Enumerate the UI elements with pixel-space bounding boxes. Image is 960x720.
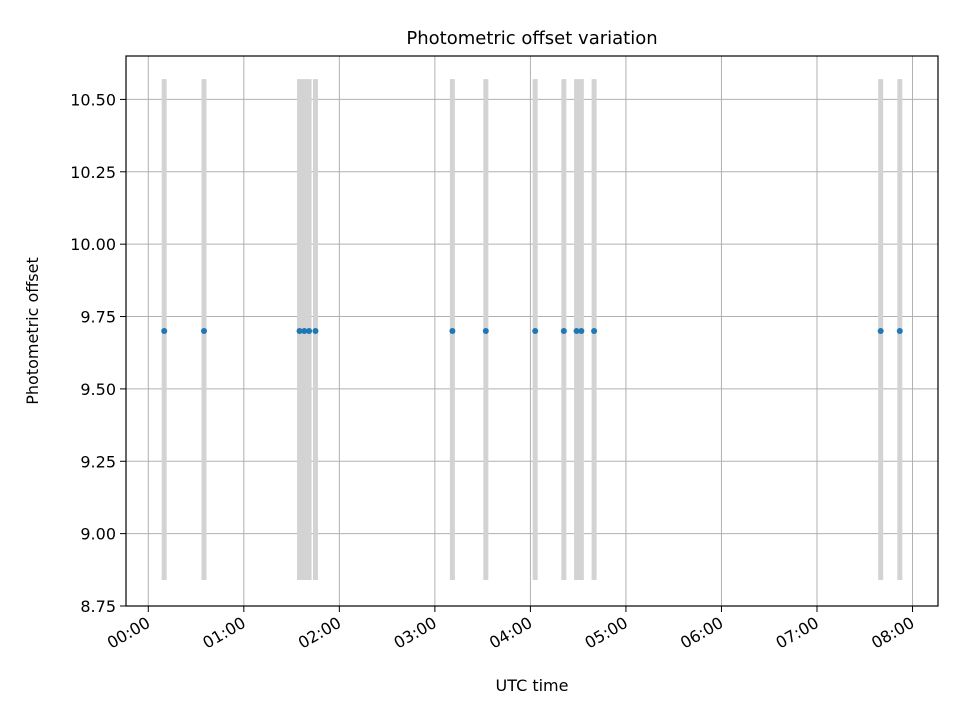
y-tick-label: 10.50 [70, 90, 116, 109]
data-point [560, 328, 567, 334]
data-point [449, 328, 456, 334]
data-point [532, 328, 539, 334]
data-point [896, 328, 903, 334]
data-point-layer [161, 328, 903, 334]
grid-layer [126, 56, 938, 607]
data-point [877, 328, 884, 334]
data-point [306, 328, 313, 334]
plot-frame [125, 55, 939, 607]
data-point [591, 328, 598, 334]
y-tick-label: 8.75 [80, 597, 116, 616]
y-axis-label: Photometric offset [23, 257, 42, 405]
y-tick-label: 10.25 [70, 163, 116, 182]
y-tick-label: 9.25 [80, 452, 116, 471]
data-point [573, 328, 580, 334]
chart-title: Photometric offset variation [406, 28, 657, 49]
data-point [201, 328, 208, 334]
y-tick-label: 10.00 [70, 235, 116, 254]
data-point [301, 328, 308, 334]
data-point [296, 328, 303, 334]
data-point [482, 328, 489, 334]
data-point [312, 328, 319, 334]
x-axis-label: UTC time [496, 676, 569, 695]
data-point [161, 328, 168, 334]
y-axis-ticks: 8.75 9.00 9.25 9.50 9.75 10.00 10.25 10.50 [70, 90, 126, 616]
y-tick-label: 9.00 [80, 525, 116, 544]
data-point [578, 328, 585, 334]
y-tick-label: 9.50 [80, 380, 116, 399]
y-tick-label: 9.75 [80, 308, 116, 327]
